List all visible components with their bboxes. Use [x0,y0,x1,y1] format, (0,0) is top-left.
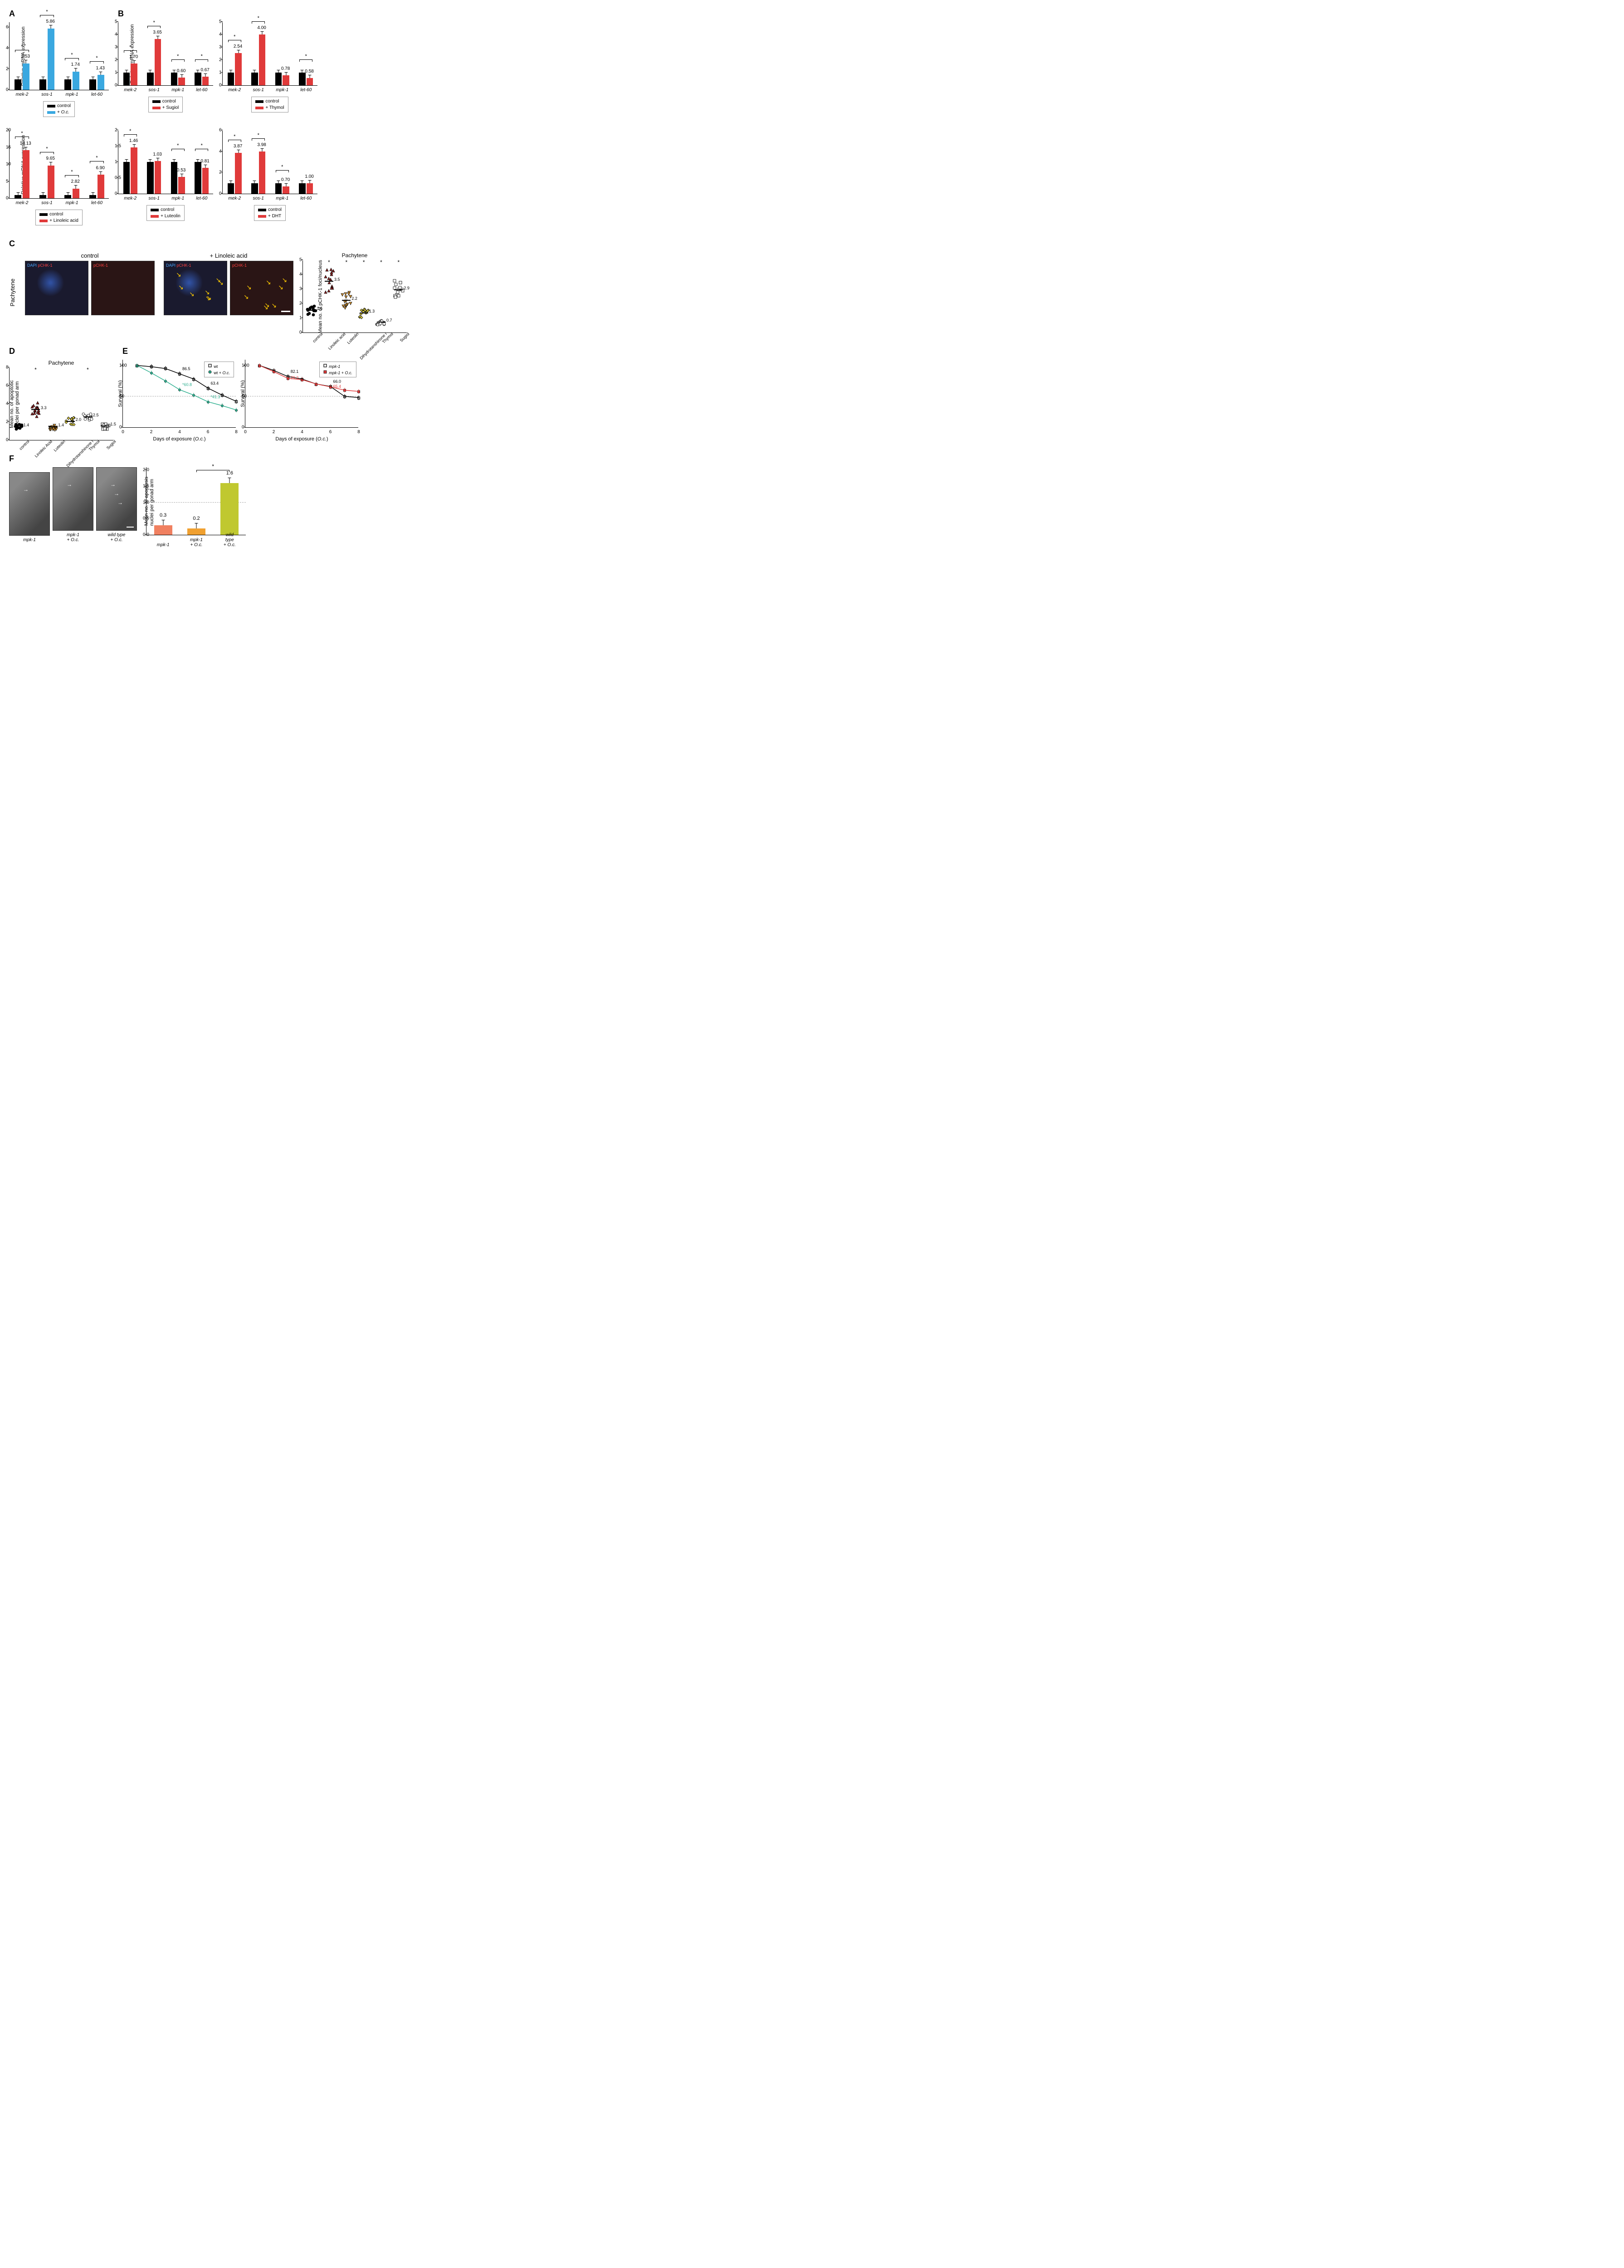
row-b2: 05101520Relative mRNA expression14.13*me… [9,131,535,225]
panel-b: B 012345Relative mRNA expression1.70*mek… [118,9,535,112]
micrographs-f: →mpk-1→mpk-1 + O.c.→→→wild type + O.c. [9,467,137,543]
figure: A 0246Relative mRNA expression2.53*mek-2… [9,9,535,543]
label-c: C [9,239,535,249]
panel-e: E 05010002468Survival (%)Days of exposur… [122,347,535,428]
panel-a: A 0246Relative mRNA expression2.53*mek-2… [9,9,109,117]
label-a: A [9,9,109,19]
panel-c: C Pachytene controlDAPI pCHK-1pCHK-1+ Li… [9,239,535,333]
pachytene-row-label: Pachytene [9,279,16,306]
bar-f: 0.00.51.01.52.0Mean no. of apoptosisnucl… [146,467,246,535]
scatter-c: Pachytene012345Mean no. of pCHK-1 foci/n… [302,252,407,333]
label-d: D [9,347,113,356]
chart-a: 0246Relative mRNA expression2.53*mek-25.… [9,22,109,117]
scatter-d: Pachytene02468Mean no. of apoptoticnucle… [9,360,113,440]
row-ab1: A 0246Relative mRNA expression2.53*mek-2… [9,9,535,117]
panel-f-content: →mpk-1→mpk-1 + O.c.→→→wild type + O.c. 0… [9,467,535,543]
panel-f: F →mpk-1→mpk-1 + O.c.→→→wild type + O.c.… [9,454,535,543]
panel-c-content: Pachytene controlDAPI pCHK-1pCHK-1+ Lino… [9,252,535,333]
label-f: F [9,454,535,464]
label-b: B [118,9,535,19]
row-de: D Pachytene02468Mean no. of apoptoticnuc… [9,347,535,440]
row-e: 05010002468Survival (%)Days of exposure … [122,360,535,428]
panel-d: D Pachytene02468Mean no. of apoptoticnuc… [9,347,113,440]
micrographs-c: controlDAPI pCHK-1pCHK-1+ Linoleic acidD… [25,252,293,315]
row-b1: 012345Relative mRNA expression1.70*mek-2… [118,22,535,112]
